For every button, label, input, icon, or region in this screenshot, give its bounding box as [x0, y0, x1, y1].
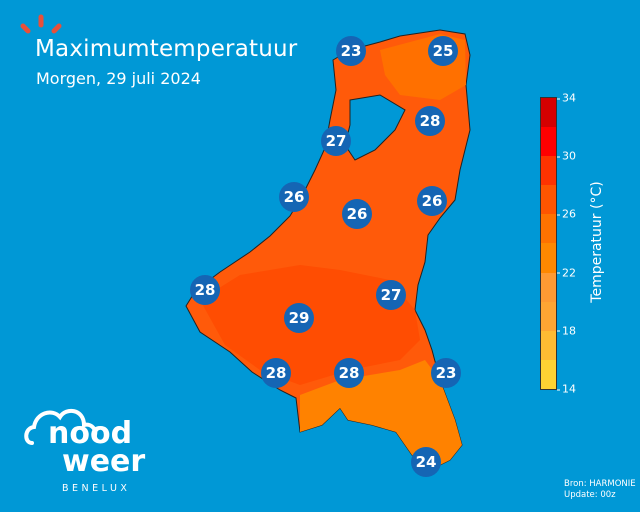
source-text: Bron: HARMONIE: [564, 479, 636, 489]
temperature-marker: 26: [417, 186, 447, 216]
temperature-marker: 28: [190, 275, 220, 305]
temperature-marker: 24: [411, 447, 441, 477]
colorbar-segment: [541, 272, 556, 302]
colorbar-segment: [541, 185, 556, 215]
sun-logo-icon: [20, 14, 62, 34]
colorbar-tick: 34: [557, 91, 576, 105]
logo-subtitle: BENELUX: [62, 483, 131, 494]
colorbar: [540, 97, 557, 390]
colorbar-segment: [541, 243, 556, 273]
colorbar-segment: [541, 214, 556, 244]
temperature-marker: 27: [376, 280, 406, 310]
logo-line1: nood: [48, 416, 133, 451]
temperature-marker: 25: [428, 36, 458, 66]
colorbar-tick: 30: [557, 149, 576, 163]
temperature-marker: 28: [415, 106, 445, 136]
colorbar-tick: 18: [557, 324, 576, 338]
logo-line2: weer: [62, 444, 146, 479]
temperature-marker: 29: [284, 303, 314, 333]
colorbar-segment: [541, 301, 556, 331]
colorbar-segment: [541, 330, 556, 360]
temperature-marker: 28: [261, 358, 291, 388]
page-subtitle: Morgen, 29 juli 2024: [36, 69, 201, 88]
page-title: Maximumtemperatuur: [35, 36, 298, 62]
temperature-marker: 23: [336, 36, 366, 66]
logo-text: nood weer: [48, 416, 146, 479]
temperature-marker: 28: [334, 358, 364, 388]
temperature-marker: 26: [279, 182, 309, 212]
colorbar-tick: 22: [557, 266, 576, 280]
colorbar-tick: 14: [557, 382, 576, 396]
temperature-marker: 26: [342, 199, 372, 229]
colorbar-tick: 26: [557, 207, 576, 221]
source-info: Bron: HARMONIE Update: 00z: [564, 479, 636, 501]
temperature-marker: 27: [321, 126, 351, 156]
colorbar-segment: [541, 359, 556, 389]
colorbar-segment: [541, 156, 556, 186]
noodweer-cloud-logo-icon: [24, 408, 98, 445]
colorbar-label: Temperatuur (°C): [589, 181, 605, 303]
colorbar-segment: [541, 127, 556, 157]
luxembourg-ardennes-region: [300, 360, 462, 470]
temperature-marker: 23: [431, 358, 461, 388]
colorbar-segment: [541, 98, 556, 128]
update-text: Update: 00z: [564, 490, 616, 500]
